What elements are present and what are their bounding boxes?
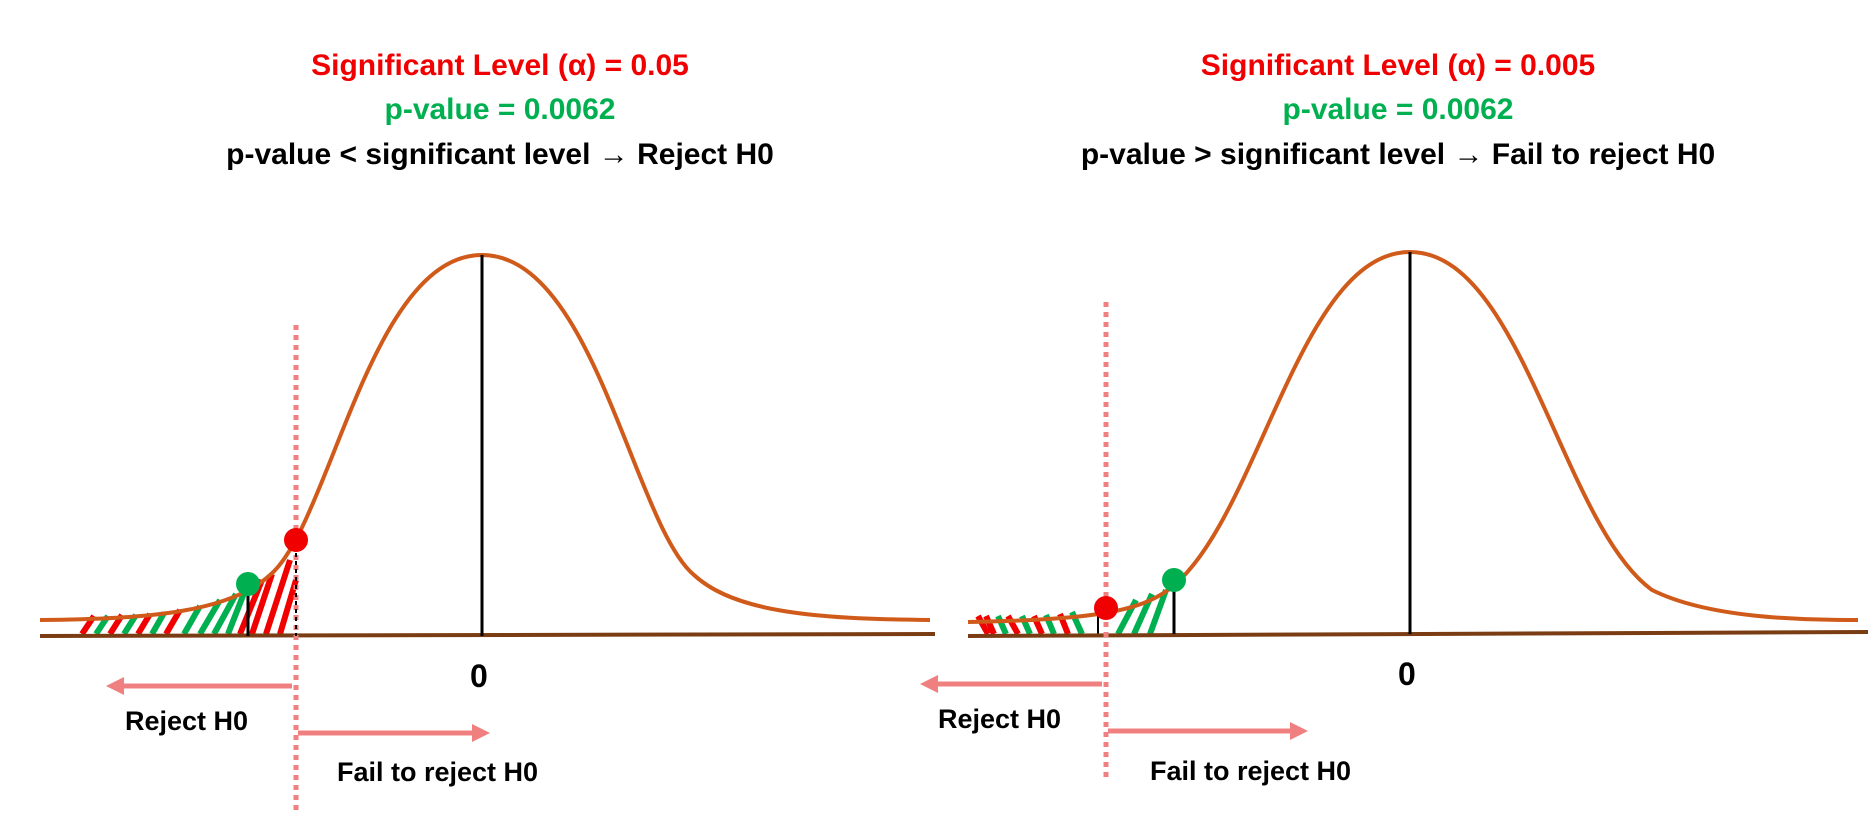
panel-alpha-0005: Significant Level (α) = 0.005 p-value = …: [920, 0, 1876, 832]
fail-label: Fail to reject H0: [1150, 756, 1352, 786]
normal-distribution-plot-left: [39, 252, 936, 810]
pvalue-heading: p-value = 0.0062: [384, 93, 616, 126]
rejection-region-hatch: [79, 559, 299, 636]
bell-curve: [39, 252, 931, 622]
reject-label: Reject H0: [125, 706, 249, 736]
fail-arrow: [298, 724, 490, 742]
alpha-heading: Significant Level (α) = 0.005: [1200, 49, 1596, 82]
alpha-point: [1094, 596, 1118, 620]
alpha-point: [284, 528, 308, 552]
zero-label: 0: [1398, 656, 1416, 692]
reject-label: Reject H0: [938, 704, 1062, 734]
x-axis-baseline: [967, 630, 1869, 638]
pvalue-point: [1162, 568, 1186, 592]
rejection-region-hatch: [975, 588, 1169, 636]
panel-alpha-005: Significant Level (α) = 0.05 p-value = 0…: [39, 49, 936, 810]
fail-label: Fail to reject H0: [337, 757, 539, 787]
alpha-heading: Significant Level (α) = 0.05: [311, 49, 689, 82]
bell-curve: [967, 249, 1859, 624]
normal-distribution-plot-right: [920, 249, 1869, 780]
fail-arrow: [1108, 722, 1308, 740]
zero-label: 0: [470, 658, 488, 694]
conclusion-heading: p-value > significant level → Fail to re…: [1080, 138, 1716, 171]
reject-arrow: [920, 675, 1102, 693]
reject-arrow: [106, 677, 292, 695]
pvalue-heading: p-value = 0.0062: [1282, 93, 1514, 126]
conclusion-heading: p-value < significant level → Reject H0: [226, 138, 774, 171]
pvalue-point: [236, 572, 260, 596]
x-axis-baseline: [39, 632, 936, 638]
